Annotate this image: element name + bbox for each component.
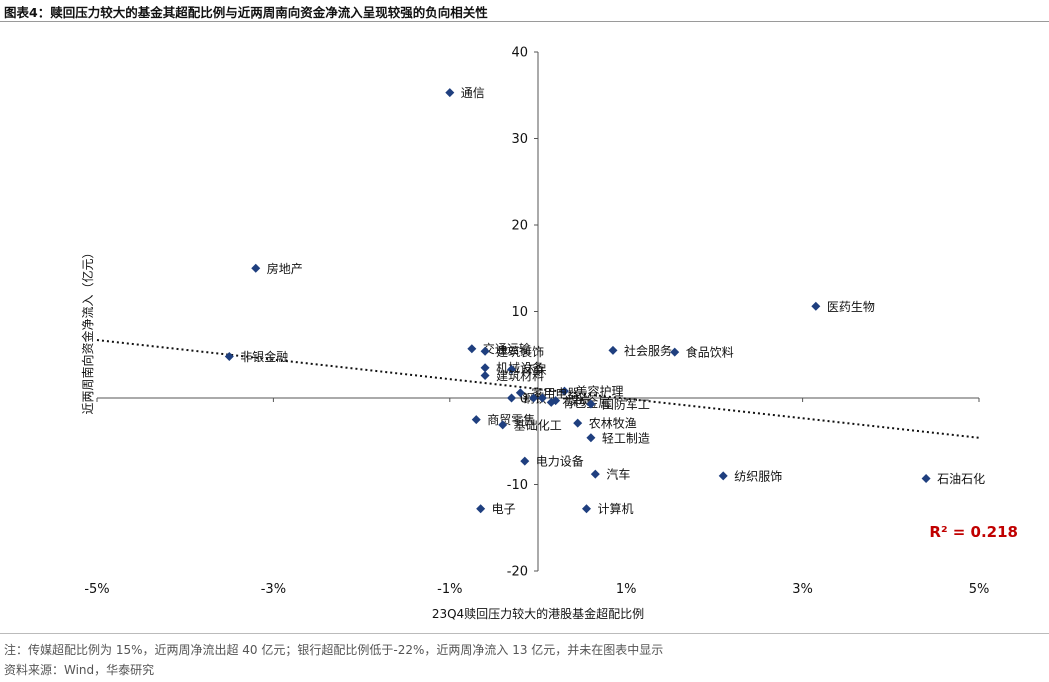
data-point	[520, 456, 530, 466]
data-point	[480, 371, 490, 381]
y-axis-title: 近两周南向资金净流入（亿元）	[80, 246, 95, 414]
point-label: 建筑材料	[496, 368, 544, 383]
point-label: 煤炭	[567, 394, 591, 408]
data-point	[921, 473, 931, 483]
point-label: 国防军工	[602, 397, 650, 412]
data-point	[608, 345, 618, 355]
figure-source: 资料来源：Wind，华泰研究	[4, 663, 155, 677]
data-point	[670, 347, 680, 357]
point-label: 房地产	[267, 261, 303, 276]
x-tick-label: 1%	[616, 582, 637, 597]
footer-divider	[0, 633, 1049, 634]
data-point	[546, 397, 556, 407]
point-label: 有色金属	[562, 395, 610, 410]
data-point	[811, 301, 821, 311]
x-axis-title: 23Q4赎回压力较大的港股基金超配比例	[432, 606, 644, 621]
point-label: 农林牧渔	[589, 417, 637, 431]
point-label: 机械设备	[496, 360, 544, 375]
data-point	[507, 364, 517, 374]
y-tick-label: -10	[507, 478, 528, 493]
point-label: 交通运输	[483, 341, 531, 356]
data-point	[480, 363, 490, 373]
data-point	[476, 504, 486, 514]
data-point	[224, 351, 234, 361]
point-label: 建筑装饰	[496, 344, 544, 359]
point-label: 环保	[523, 363, 547, 377]
data-point	[251, 263, 261, 273]
point-label: 社会服务	[624, 343, 672, 358]
data-point	[445, 88, 455, 98]
x-tick-label: -3%	[261, 582, 286, 597]
data-point	[480, 346, 490, 356]
data-point	[590, 469, 600, 479]
title-divider	[0, 21, 1049, 22]
point-label: 商贸零售	[487, 412, 535, 427]
y-tick-label: 20	[511, 219, 528, 234]
data-point	[582, 504, 592, 514]
data-point	[529, 393, 539, 403]
point-label: 医药生物	[827, 300, 875, 314]
point-label: 汽车	[606, 467, 630, 482]
data-point	[718, 471, 728, 481]
y-tick-label: -20	[507, 565, 528, 580]
data-point	[586, 433, 596, 443]
point-label: 计算机	[598, 501, 634, 516]
r-squared-label: R² = 0.218	[929, 523, 1018, 541]
point-label: 轻工制造	[602, 431, 650, 445]
data-point	[471, 415, 481, 425]
data-point	[515, 388, 525, 398]
point-label: 基础化工	[514, 418, 562, 432]
point-label: 石油石化	[937, 472, 985, 486]
data-point	[559, 386, 569, 396]
y-tick-label: 0	[520, 392, 528, 407]
data-point	[537, 393, 547, 403]
point-label: 电力设备	[536, 455, 584, 469]
data-point	[573, 418, 583, 428]
x-tick-label: -1%	[437, 582, 462, 597]
y-tick-label: 40	[511, 46, 528, 61]
point-label: 电子	[492, 502, 516, 516]
y-tick-label: 10	[511, 305, 528, 320]
y-tick-label: 30	[511, 132, 528, 147]
figure-title: 图表4：赎回压力较大的基金其超配比例与近两周南向资金净流入呈现较强的负向相关性	[4, 5, 488, 20]
data-point	[586, 399, 596, 409]
scatter-chart: -20 -10 0 10 20 30 40 -5% -3% -1% 1% 3% 5% 23Q4赎回压力较大…	[80, 46, 1018, 622]
point-label: 美容护理	[575, 384, 623, 399]
figure-note: 注：传媒超配比例为 15%，近两周净流出超 40 亿元；银行超配比例低于-22%…	[4, 643, 664, 657]
data-point	[467, 344, 477, 354]
point-label: 非银金融	[240, 349, 288, 364]
data-point	[498, 420, 508, 430]
point-label: 食品饮料	[686, 345, 734, 360]
x-tick-label: 5%	[969, 582, 990, 597]
point-label: 通信	[461, 86, 485, 100]
data-point	[507, 393, 517, 403]
x-tick-label: 3%	[792, 582, 813, 597]
point-label: 纺织服饰	[734, 469, 782, 483]
x-tick-label: -5%	[84, 582, 109, 597]
